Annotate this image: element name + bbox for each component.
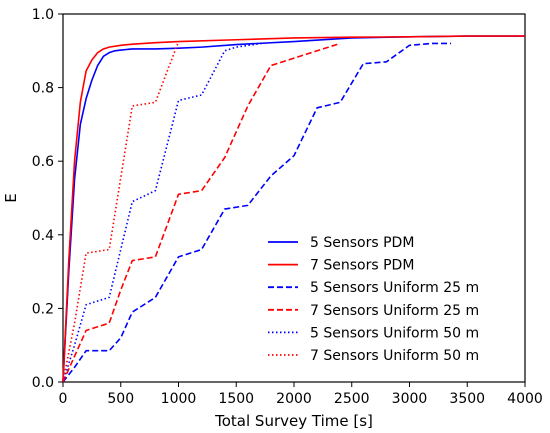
series-line-6 [62,41,180,383]
y-tick-label: 0.0 [32,375,54,391]
series-line-4 [62,42,341,383]
x-tick-label: 500 [107,391,134,407]
series-line-5 [62,42,262,383]
y-tick-label: 0.8 [32,81,54,97]
x-axis-title: Total Survey Time [s] [214,412,373,430]
x-tick-label: 1000 [161,391,197,407]
series-line-2 [62,35,525,383]
legend-label: 7 Sensors Uniform 25 m [310,303,479,319]
legend-label: 7 Sensors Uniform 50 m [310,348,479,364]
y-axis-title: E [2,193,20,202]
series-line-1 [62,35,525,383]
series-line-3 [62,42,452,383]
series-layer [62,35,525,383]
y-tick-label: 0.4 [32,228,54,244]
legend-label: 5 Sensors PDM [310,235,414,251]
legend-label: 5 Sensors Uniform 25 m [310,280,479,296]
x-tick-label: 0 [59,391,68,407]
x-tick-label: 1500 [218,391,254,407]
legend-label: 7 Sensors PDM [310,258,414,274]
legend-label: 5 Sensors Uniform 50 m [310,325,479,341]
axes-layer: 0 500 1000 1500 2000 2500 3000 3500 4000 0.0 0.2 0.… [32,7,543,407]
x-tick-label: 2500 [334,391,370,407]
y-tick-label: 1.0 [32,7,54,23]
x-tick-label: 3000 [392,391,428,407]
x-tick-label: 4000 [507,391,543,407]
x-tick-label: 2000 [276,391,312,407]
legend: 5 Sensors PDM 7 Sensors PDM 5 Sensors Unif… [268,235,479,364]
x-tick-label: 3500 [449,391,485,407]
y-tick-label: 0.2 [32,301,54,317]
y-tick-label: 0.6 [32,154,54,170]
